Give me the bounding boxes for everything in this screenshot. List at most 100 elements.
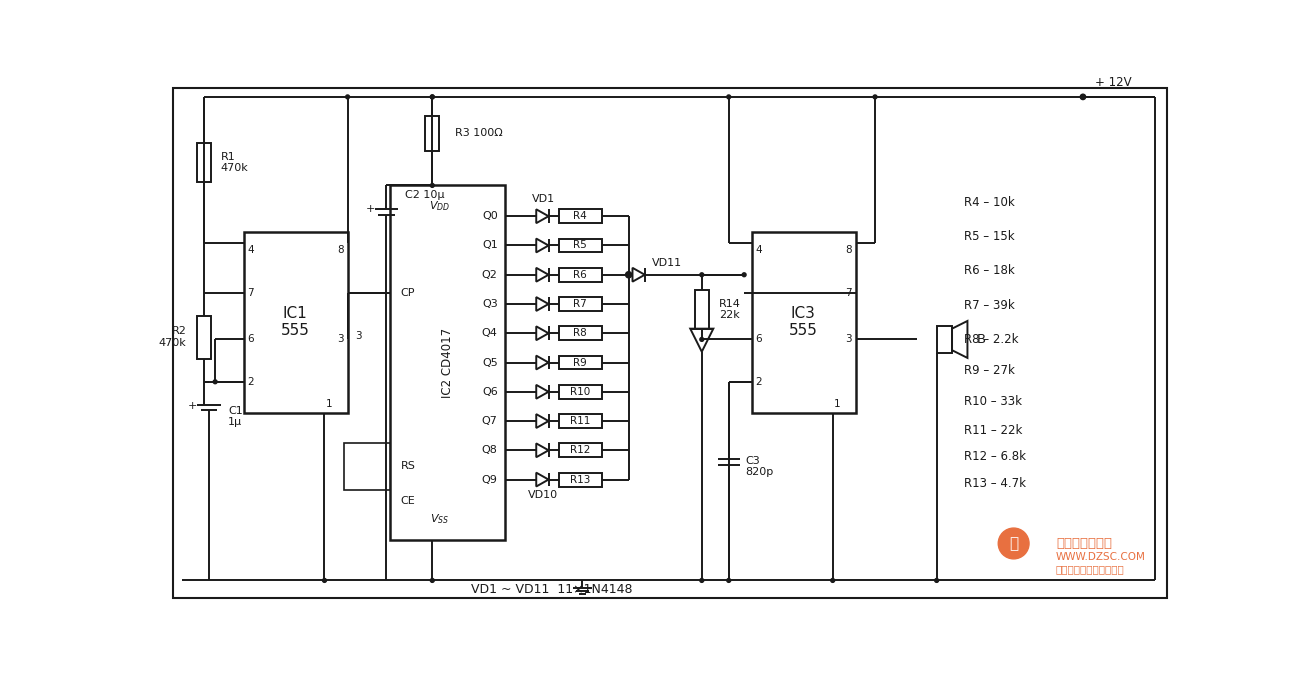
Text: 3: 3 (356, 331, 362, 341)
Text: R5 – 15k: R5 – 15k (963, 230, 1014, 243)
Text: R12: R12 (570, 445, 591, 456)
Circle shape (742, 273, 746, 276)
Circle shape (430, 95, 434, 99)
Text: R4 – 10k: R4 – 10k (963, 196, 1014, 209)
Bar (752, 232, 856, 413)
Text: IC3
555: IC3 555 (789, 306, 818, 338)
Text: R1
470k: R1 470k (221, 151, 248, 173)
Text: WWW.DZSC.COM: WWW.DZSC.COM (1056, 552, 1146, 562)
Text: R12 – 6.8k: R12 – 6.8k (963, 450, 1026, 463)
Bar (559, 209, 601, 223)
Polygon shape (951, 321, 967, 358)
Text: 8: 8 (337, 246, 344, 255)
Circle shape (699, 579, 703, 583)
Polygon shape (536, 297, 549, 311)
Text: VD10: VD10 (528, 490, 558, 500)
Text: 6: 6 (247, 335, 254, 344)
Text: R7 – 39k: R7 – 39k (963, 299, 1014, 312)
Text: C2 10μ: C2 10μ (405, 189, 444, 200)
Text: $V_{DD}$: $V_{DD}$ (430, 200, 451, 213)
Text: R7: R7 (574, 299, 587, 309)
Text: 7: 7 (846, 288, 852, 298)
Text: 3: 3 (337, 335, 344, 344)
Text: R10 – 33k: R10 – 33k (963, 394, 1022, 407)
Bar (559, 385, 601, 399)
Polygon shape (536, 414, 549, 428)
Text: R14
22k: R14 22k (719, 299, 741, 320)
Text: + 12V: + 12V (1095, 76, 1132, 89)
Text: Q2: Q2 (482, 270, 498, 280)
Circle shape (699, 337, 703, 342)
Circle shape (323, 579, 327, 583)
Text: R10: R10 (570, 387, 591, 397)
Polygon shape (536, 356, 549, 369)
Circle shape (430, 579, 434, 583)
Bar (196, 316, 210, 359)
Polygon shape (536, 473, 549, 486)
Text: 7: 7 (247, 288, 254, 298)
Bar (695, 290, 708, 329)
Text: R3 100Ω: R3 100Ω (455, 128, 503, 138)
Circle shape (727, 579, 731, 583)
Text: Q5: Q5 (482, 358, 498, 367)
Text: 1: 1 (325, 399, 333, 409)
Text: R4: R4 (574, 211, 587, 221)
Circle shape (935, 579, 938, 583)
Text: Q0: Q0 (482, 211, 498, 221)
Polygon shape (536, 209, 549, 223)
Polygon shape (536, 238, 549, 253)
Polygon shape (536, 385, 549, 399)
Text: Q3: Q3 (482, 299, 498, 309)
Text: 4: 4 (755, 246, 762, 255)
Bar (559, 297, 601, 311)
Text: R2
470k: R2 470k (159, 327, 187, 348)
Text: IC1
555: IC1 555 (281, 306, 310, 338)
Bar (559, 356, 601, 369)
Text: C1
1μ: C1 1μ (229, 405, 243, 427)
Bar (559, 238, 601, 253)
Polygon shape (536, 268, 549, 282)
Bar (559, 443, 601, 457)
Circle shape (345, 95, 349, 99)
Text: 1: 1 (834, 399, 840, 409)
Text: R9 – 27k: R9 – 27k (963, 364, 1014, 377)
Circle shape (213, 380, 217, 384)
Text: RS: RS (401, 462, 416, 471)
Bar (559, 473, 601, 486)
Bar (425, 116, 439, 151)
Text: Q4: Q4 (482, 328, 498, 338)
Text: R8: R8 (574, 328, 587, 338)
Bar (344, 443, 389, 490)
Text: R8 – 2.2k: R8 – 2.2k (963, 333, 1018, 346)
Text: VD1 ~ VD11  11×1N4148: VD1 ~ VD11 11×1N4148 (471, 583, 633, 596)
Text: IC2 CD4017: IC2 CD4017 (442, 327, 455, 398)
Circle shape (626, 272, 631, 278)
Text: Q9: Q9 (482, 475, 498, 485)
Text: 2: 2 (755, 377, 762, 387)
Text: Q7: Q7 (482, 416, 498, 426)
Circle shape (1081, 94, 1086, 100)
Text: 6: 6 (755, 335, 762, 344)
Text: 专业电子元器件交易网站: 专业电子元器件交易网站 (1056, 565, 1125, 574)
Circle shape (831, 579, 835, 583)
Bar (937, 325, 951, 353)
Text: B: B (976, 333, 985, 346)
Circle shape (999, 528, 1029, 559)
Bar (389, 185, 506, 540)
Bar (243, 232, 348, 413)
Text: R13 – 4.7k: R13 – 4.7k (963, 477, 1026, 490)
Circle shape (699, 273, 703, 276)
Text: R13: R13 (570, 475, 591, 485)
Text: R6 – 18k: R6 – 18k (963, 264, 1014, 278)
Bar (559, 414, 601, 428)
Text: R11 – 22k: R11 – 22k (963, 424, 1022, 437)
Text: R11: R11 (570, 416, 591, 426)
Text: R5: R5 (574, 240, 587, 251)
Text: VD11: VD11 (652, 258, 682, 268)
Text: 4: 4 (247, 246, 254, 255)
Bar (559, 327, 601, 340)
Polygon shape (690, 329, 714, 352)
Text: Q1: Q1 (482, 240, 498, 251)
Text: 3: 3 (846, 335, 852, 344)
Text: +: + (366, 204, 375, 215)
